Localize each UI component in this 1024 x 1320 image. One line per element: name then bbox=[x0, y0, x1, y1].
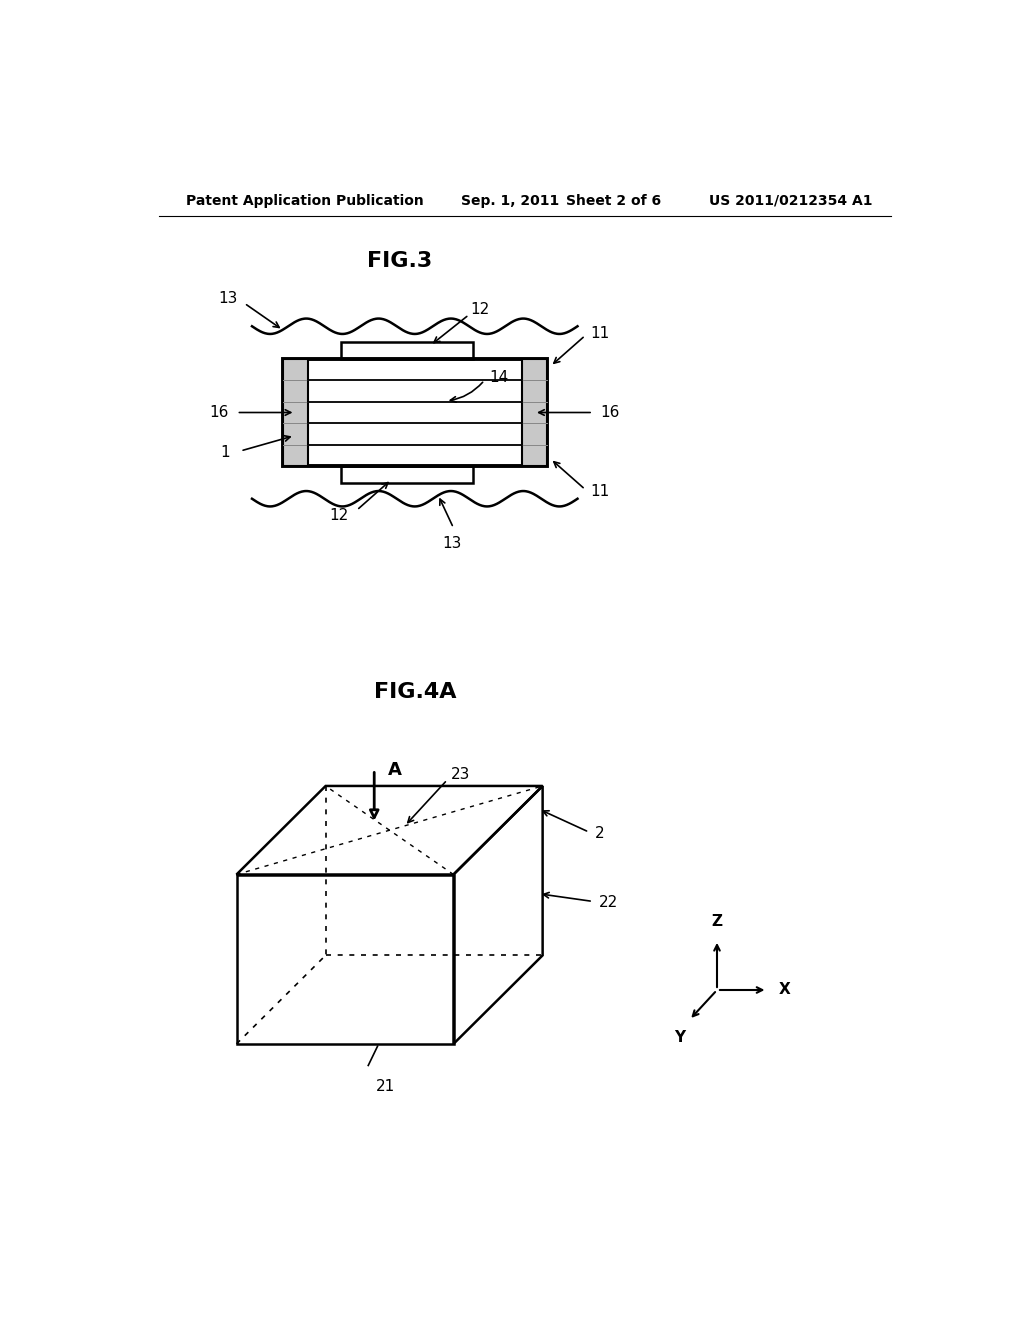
Text: 2: 2 bbox=[595, 826, 605, 841]
Text: 13: 13 bbox=[442, 536, 462, 550]
Text: FIG.3: FIG.3 bbox=[367, 251, 432, 271]
Text: Z: Z bbox=[712, 915, 723, 929]
Text: 16: 16 bbox=[209, 405, 228, 420]
Text: 11: 11 bbox=[590, 484, 609, 499]
Text: FIG.4A: FIG.4A bbox=[374, 682, 456, 702]
Text: Y: Y bbox=[674, 1030, 685, 1045]
Polygon shape bbox=[521, 359, 547, 466]
Text: US 2011/0212354 A1: US 2011/0212354 A1 bbox=[710, 194, 872, 207]
Text: 22: 22 bbox=[599, 895, 618, 911]
Text: 13: 13 bbox=[219, 290, 238, 306]
Text: A: A bbox=[388, 760, 402, 779]
Text: 1: 1 bbox=[221, 445, 230, 461]
Text: 12: 12 bbox=[471, 302, 489, 317]
Text: X: X bbox=[778, 982, 790, 998]
Text: 23: 23 bbox=[452, 767, 471, 781]
Polygon shape bbox=[283, 359, 308, 466]
Text: Sheet 2 of 6: Sheet 2 of 6 bbox=[566, 194, 662, 207]
Text: 16: 16 bbox=[601, 405, 621, 420]
Text: 21: 21 bbox=[376, 1078, 395, 1093]
Text: Sep. 1, 2011: Sep. 1, 2011 bbox=[461, 194, 559, 207]
Text: 14: 14 bbox=[489, 370, 508, 384]
Text: 11: 11 bbox=[590, 326, 609, 341]
Text: Patent Application Publication: Patent Application Publication bbox=[186, 194, 424, 207]
Text: 12: 12 bbox=[330, 508, 349, 523]
